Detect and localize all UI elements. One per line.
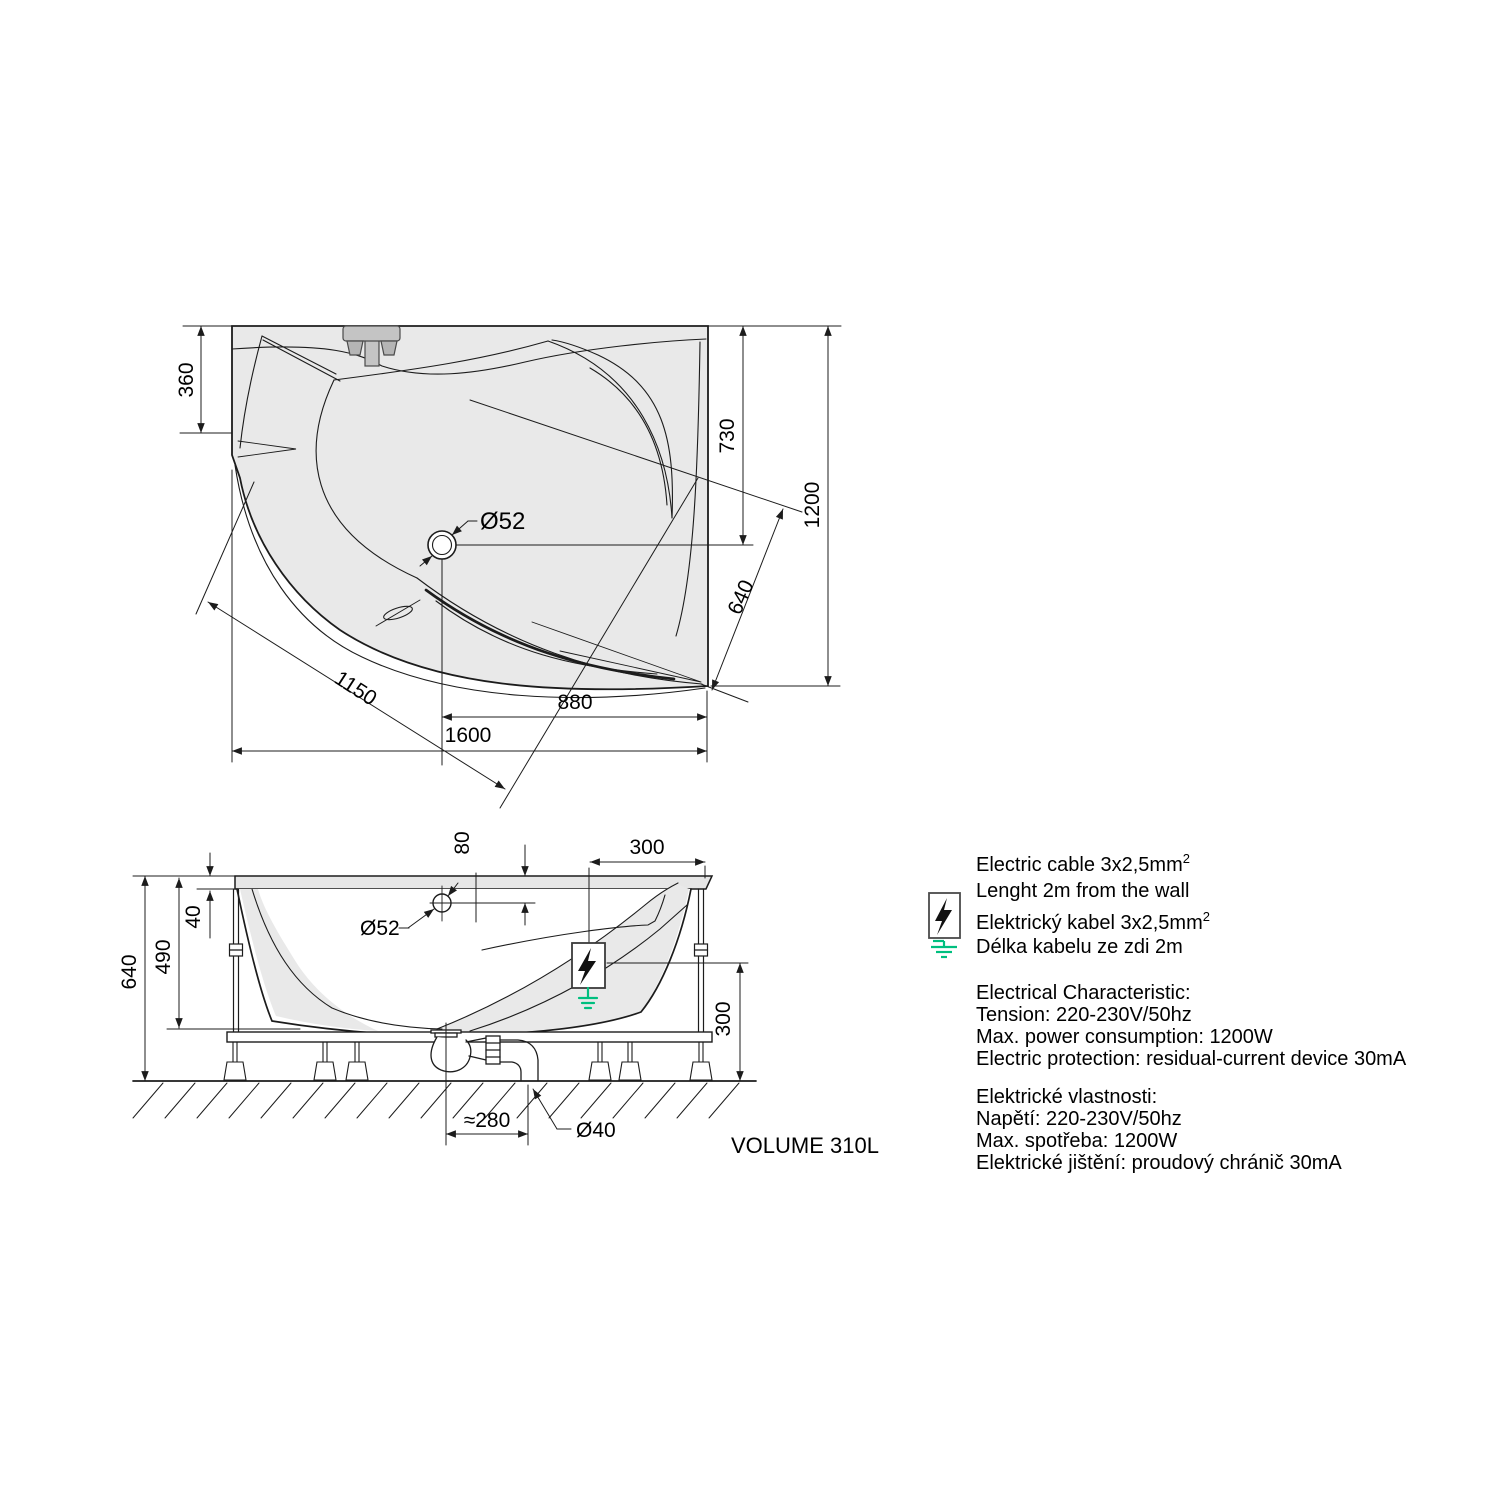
inner-wall-line (251, 888, 443, 1030)
legend-char-en-protection: Electric protection: residual-current de… (976, 1048, 1407, 1070)
legend-cable-cs-length: Délka kabelu ze zdi 2m (976, 936, 1183, 958)
legend-lightning-bolt-icon (935, 898, 952, 935)
side-view-dimension-lines (141, 844, 744, 1138)
legend-char-en-power: Max. power consumption: 1200W (976, 1026, 1273, 1048)
interior-curve-2 (469, 904, 688, 1032)
basin-left-edge (315, 379, 418, 579)
legend-electric-icon (928, 892, 961, 959)
side-view-extension-lines (132, 865, 749, 1146)
label-640-side: 640 (118, 954, 141, 989)
frame-rail (226, 1031, 713, 1043)
label-730: 730 (716, 418, 739, 453)
dim-line-640-top (711, 508, 784, 691)
legend-char-cs-title: Elektrické vlastnosti: (976, 1086, 1157, 1108)
electric-box-icon (571, 942, 606, 989)
label-880: 880 (557, 691, 592, 714)
side-view-labels: 640 490 40 80 300 Ø52 300 ≈280 Ø40 VOLUM… (118, 831, 879, 1158)
tub-outline (231, 325, 709, 691)
electric-connection (571, 867, 606, 1010)
basin-top-edge (333, 340, 549, 381)
head-dart-line (261, 335, 341, 382)
label-280: ≈280 (464, 1109, 511, 1132)
legend-ground-symbol-icon (931, 939, 957, 959)
label-300-right: 300 (712, 1001, 735, 1036)
ground-symbol-icon (577, 986, 599, 1010)
interior-curve-3 (481, 894, 666, 951)
bathtub-side-view (132, 844, 757, 1146)
top-view-dimension-lines (197, 325, 832, 790)
waste-siphon (430, 1029, 539, 1082)
rim-inner-line (231, 338, 707, 375)
support-frame (226, 888, 713, 1043)
legend-char-cs-protection: Elektrické jištění: proudový chránič 30m… (976, 1152, 1342, 1174)
label-1150: 1150 (330, 667, 380, 711)
label-640-top: 640 (723, 577, 758, 618)
corner-fan-line (531, 621, 702, 683)
label-490: 490 (152, 939, 175, 974)
legend-char-cs-power: Max. spotřeba: 1200W (976, 1130, 1177, 1152)
lightning-bolt-icon (578, 948, 596, 985)
right-rim-inner-line (675, 341, 701, 637)
label-40: 40 (182, 905, 205, 928)
legend-block: Electric cable 3x2,5mm2 Lenght 2m from t… (928, 851, 1407, 1174)
label-360: 360 (175, 362, 198, 397)
bathtub-top-view (179, 325, 842, 809)
label-80: 80 (451, 831, 474, 854)
label-drain-diameter-side: Ø52 (360, 917, 400, 940)
right-interior-shading (437, 884, 689, 1035)
volume-label: VOLUME 310L (731, 1133, 879, 1158)
dim-line-1150 (207, 601, 506, 790)
label-drain-diameter-top: Ø52 (480, 508, 525, 535)
legend-cable-cs: Elektrický kabel 3x2,5mm2 (976, 909, 1210, 934)
left-wall-shading (240, 889, 378, 1031)
legend-char-cs-tension: Napětí: 220-230V/50hz (976, 1108, 1182, 1130)
legend-cable-en: Electric cable 3x2,5mm2 (976, 851, 1190, 876)
legend-cable-en-length: Lenght 2m from the wall (976, 880, 1189, 902)
label-1600: 1600 (445, 724, 492, 747)
backrest-outer-curve (547, 340, 673, 519)
label-pipe-diameter: Ø40 (576, 1119, 616, 1142)
rim-band (234, 875, 714, 890)
head-edge-line (239, 335, 263, 449)
overflow-notch (237, 440, 297, 458)
legend-char-en-title: Electrical Characteristic: (976, 982, 1191, 1004)
label-1200: 1200 (801, 482, 824, 529)
interior-curve-1 (436, 882, 679, 1030)
floor-hatching (132, 1082, 740, 1119)
backrest-detail-curve (589, 367, 668, 506)
faucet-icon (342, 325, 401, 367)
label-300-top: 300 (629, 836, 664, 859)
frame-legs (223, 1041, 713, 1081)
legend-char-en-tension: Tension: 220-230V/50hz (976, 1004, 1192, 1026)
